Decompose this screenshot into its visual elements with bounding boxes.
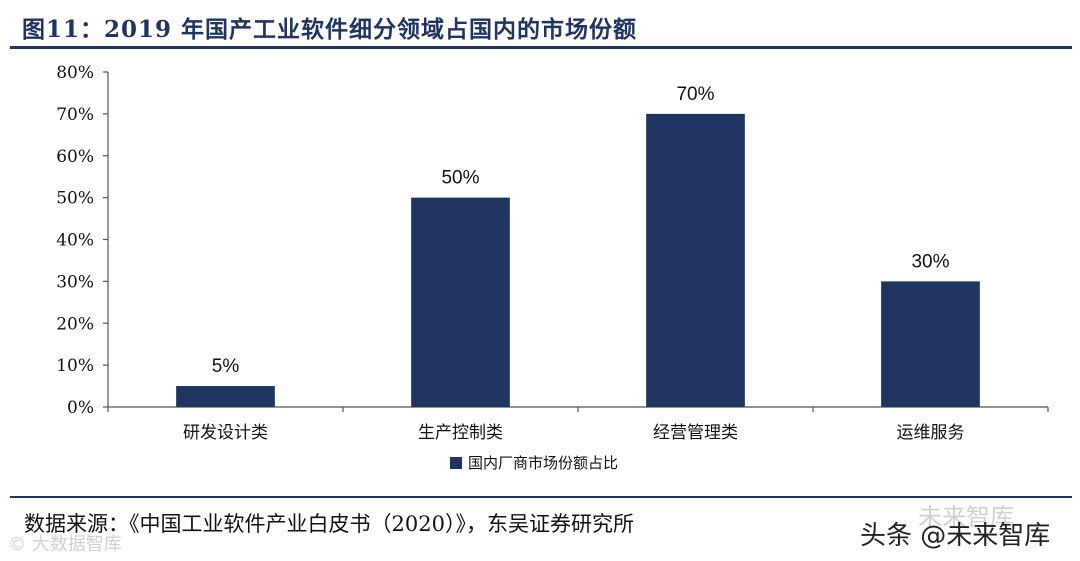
y-tick-label: 20%	[56, 314, 94, 334]
x-axis: 研发设计类 生产控制类 经营管理类 运维服务	[107, 406, 1049, 443]
x-category-label: 经营管理类	[653, 423, 738, 443]
watermark-logo: 未来智库	[918, 503, 1014, 531]
source-note: 数据来源：《中国工业软件产业白皮书（2020）》，东吴证券研究所	[24, 512, 634, 536]
bar-chart: 0% 10% 20% 30% 40% 50% 60% 70% 80% 研发设计类 生产控制类 经营管…	[56, 63, 1049, 472]
y-tick-label: 80%	[56, 63, 94, 83]
chart-title: 图11：2019 年国产工业软件细分领域占国内的市场份额	[22, 16, 638, 43]
y-tick-label: 10%	[56, 356, 94, 376]
x-category-label: 生产控制类	[418, 423, 503, 443]
watermark-left: © 大数据智库	[8, 534, 122, 555]
legend: 国内厂商市场份额占比	[450, 454, 618, 472]
data-label: 70%	[676, 84, 714, 105]
y-tick-label: 30%	[56, 272, 94, 292]
data-label: 5%	[212, 356, 240, 377]
legend-label: 国内厂商市场份额占比	[468, 454, 618, 472]
watermark-right: 头条 @未来智库	[860, 521, 1051, 551]
y-tick-label: 70%	[56, 105, 94, 125]
data-label: 30%	[911, 251, 949, 272]
y-tick-label: 0%	[67, 398, 94, 418]
y-axis: 0% 10% 20% 30% 40% 50% 60% 70% 80%	[56, 63, 109, 418]
y-tick-label: 40%	[56, 231, 94, 251]
bar	[646, 113, 745, 407]
x-category-label: 研发设计类	[183, 423, 268, 443]
bars	[176, 113, 980, 407]
data-label: 50%	[441, 168, 479, 189]
footer-divider	[10, 496, 1072, 498]
x-category-label: 运维服务	[897, 423, 965, 443]
data-labels: 5% 50% 70% 30%	[212, 84, 950, 377]
y-tick-label: 60%	[56, 147, 94, 167]
bar	[176, 386, 275, 407]
bar	[881, 281, 980, 407]
y-tick-label: 50%	[56, 189, 94, 209]
bar	[411, 197, 510, 407]
legend-swatch	[450, 457, 462, 469]
title-divider	[10, 46, 1072, 49]
